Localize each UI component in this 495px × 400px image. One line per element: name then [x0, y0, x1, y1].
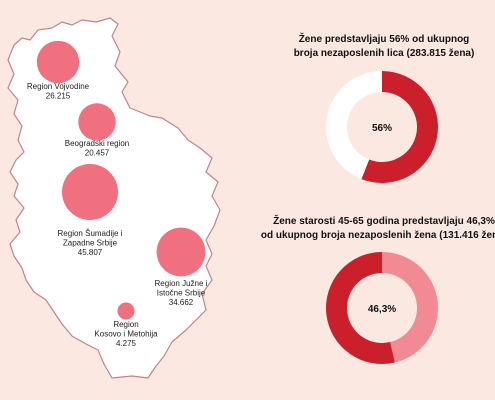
donut1-slice-2	[326, 71, 382, 180]
donut2-title-line1: Žene starosti 45-65 godina predstavljaju…	[273, 214, 495, 227]
region-label-1-line-1: Region Vojvodine	[27, 82, 90, 91]
donut2-slice-1	[382, 252, 439, 363]
region-label-2-line-2: 20.457	[85, 149, 110, 158]
donut2-title-line2: od ukupnog broja nezaposlenih žena (131.…	[261, 230, 495, 241]
region-label-4-line-3: 34.662	[169, 298, 194, 307]
region-label-3-line-2: Zapadne Srbije	[63, 239, 118, 248]
donut2-slice-2	[326, 252, 395, 364]
region-label-4-line-2: Istočne Srbije	[157, 289, 206, 298]
region-label-1-line-2: 26.215	[46, 92, 71, 101]
region-bubble-1	[36, 40, 80, 84]
donut1-title-line2: broja nezaposlenih lica (283.815 žena)	[294, 48, 475, 59]
region-bubble-4	[156, 227, 206, 277]
donut1-slice-1	[361, 71, 439, 183]
region-bubble-5	[117, 302, 135, 320]
region-bubble-3	[62, 164, 118, 220]
region-label-3-line-3: 45.807	[78, 248, 103, 257]
region-bubble-2	[78, 103, 116, 141]
donut2-center-label: 46,3%	[368, 304, 396, 315]
region-label-5-line-2: Kosovo i Metohija	[94, 330, 158, 339]
region-label-2-line-1: Beogradski region	[65, 139, 129, 148]
donut1-title-line1: Žene predstavljaju 56% od ukupnog	[299, 32, 470, 45]
region-label-5-line-1: Region	[113, 320, 138, 329]
region-label-4-line-1: Region Južne i	[155, 279, 208, 288]
region-label-3-line-1: Region Šumadije i	[58, 229, 123, 238]
region-label-5-line-3: 4.275	[116, 339, 137, 348]
donut1-center-label: 56%	[372, 123, 392, 134]
